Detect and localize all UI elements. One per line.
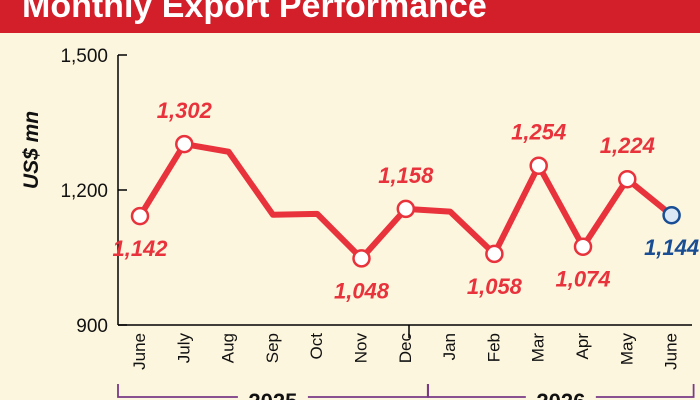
data-label: 1,048 [334,278,390,303]
data-point [485,244,504,264]
data-label: 1,058 [467,274,523,299]
data-point [130,206,150,226]
x-tick-label: Aug [219,333,238,363]
x-tick-label: Dec [396,333,415,364]
data-label: 1,224 [600,133,655,158]
data-label: 1,142 [112,236,168,261]
year-label-bg [237,387,308,400]
data-point [573,237,593,256]
data-point [175,134,194,154]
data-label: 1,158 [378,163,434,188]
x-tick-label: Sep [263,333,282,363]
data-point [618,169,637,189]
data-point [396,199,416,219]
data-label: 1,074 [555,267,610,292]
year-label: 2026 [536,389,585,400]
x-tick-label: June [130,333,149,370]
x-tick-label: June [662,333,681,370]
year-label: 2025 [248,389,297,400]
x-tick-label: Feb [484,333,503,362]
data-point-highlight [662,205,681,225]
title-banner: Monthly Export Performance [0,0,700,33]
x-tick-label: July [174,333,193,364]
chart-title: Monthly Export Performance [22,0,487,25]
x-tick-label: May [617,333,636,366]
year-label-bg [525,387,596,400]
x-tick-label: Apr [573,333,592,360]
data-label: 1,144 [644,235,699,260]
y-tick-label: 1,200 [60,181,108,202]
data-label: 1,302 [157,98,213,123]
x-tick-label: Oct [307,333,326,360]
data-label: 1,254 [511,120,566,145]
x-tick-label: Mar [529,333,548,363]
x-tick-label: Nov [352,333,371,364]
y-tick-label: 1,500 [60,46,108,67]
data-point [529,156,548,175]
data-point [352,249,371,268]
x-tick-label: Jan [440,333,459,360]
y-axis-label: US$ mn [20,111,43,189]
y-tick-label: 900 [76,316,108,337]
